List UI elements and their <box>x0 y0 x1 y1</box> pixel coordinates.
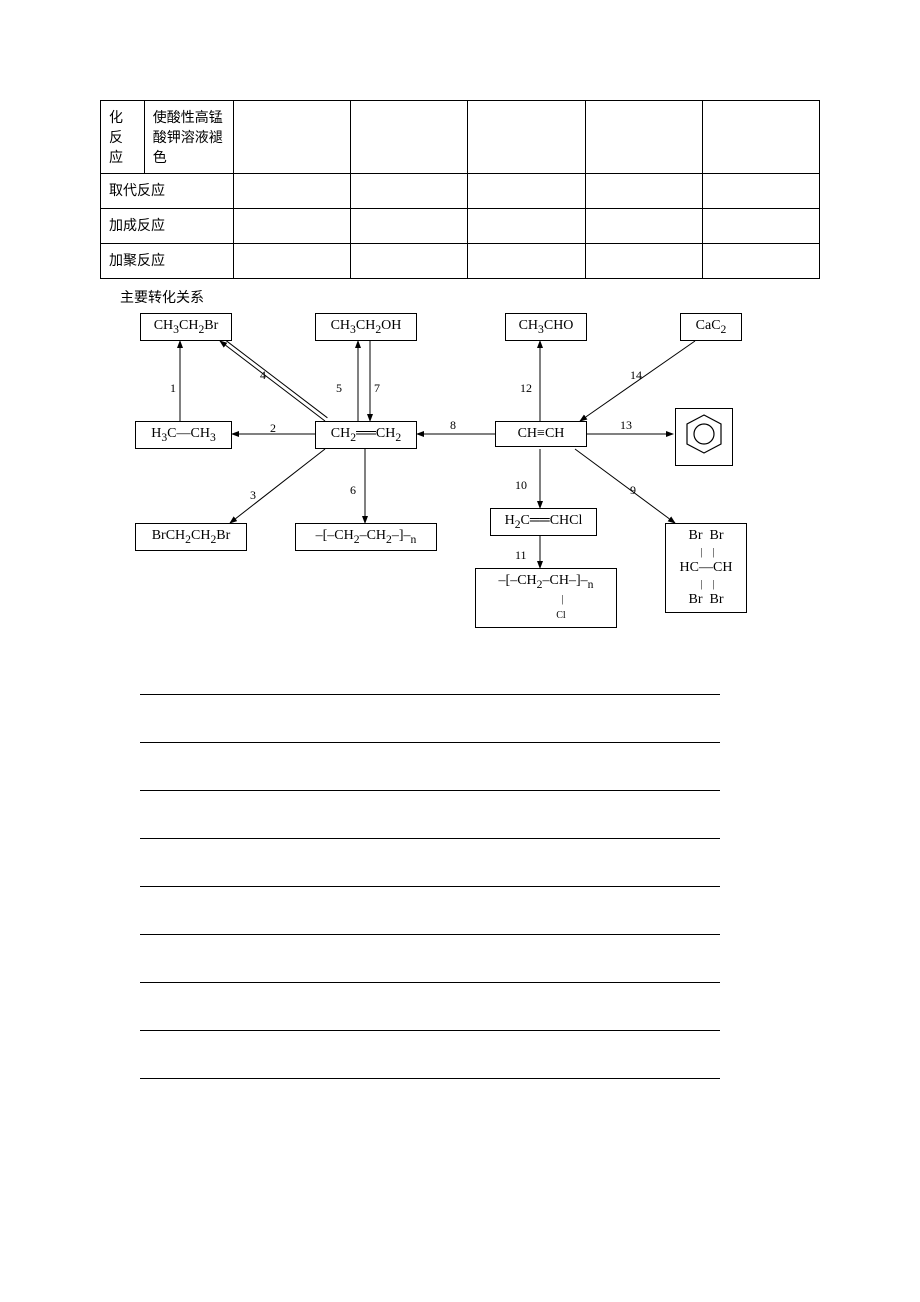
diagram-node-n_ch3ch2oh: CH3CH2OH <box>315 313 417 341</box>
edge-label-8: 8 <box>450 418 456 433</box>
diagram-node-n_ch3ch2br: CH3CH2Br <box>140 313 232 341</box>
edge-label-6: 6 <box>350 483 356 498</box>
edge-label-14: 14 <box>630 368 642 383</box>
table-row: 化反应 使酸性高锰酸钾溶液褪色 <box>101 101 820 174</box>
diagram-node-n_ethyne: CH≡CH <box>495 421 587 447</box>
cell <box>234 101 351 174</box>
diagram-node-n_brch2ch2br: BrCH2CH2Br <box>135 523 247 551</box>
cell: 使酸性高锰酸钾溶液褪色 <box>144 101 233 174</box>
cell <box>351 174 468 209</box>
blank-line <box>140 1029 720 1031</box>
diagram-node-n_poly_ethene: –[–CH2–CH2–]–n <box>295 523 437 551</box>
cell <box>468 174 585 209</box>
cell <box>702 174 819 209</box>
blank-line <box>140 741 720 743</box>
reaction-table: 化反应 使酸性高锰酸钾溶液褪色 取代反应 加成反应 加聚反应 <box>100 100 820 279</box>
edge-label-9: 9 <box>630 483 636 498</box>
edge-label-13: 13 <box>620 418 632 433</box>
cell <box>585 244 702 279</box>
diagram-node-n_ethane: H3C—CH3 <box>135 421 232 449</box>
cell <box>234 209 351 244</box>
cell <box>702 244 819 279</box>
cell <box>234 174 351 209</box>
blank-line <box>140 1077 720 1079</box>
diagram-node-n_benzene <box>675 408 733 466</box>
table-row: 加聚反应 <box>101 244 820 279</box>
diagram-node-n_poly_vinylcl: –[–CH2–CH–]–n | Cl <box>475 568 617 628</box>
blank-line <box>140 837 720 839</box>
cell <box>585 101 702 174</box>
cell: 取代反应 <box>101 174 234 209</box>
cell <box>351 101 468 174</box>
table-row: 取代反应 <box>101 174 820 209</box>
edge-label-10: 10 <box>515 478 527 493</box>
diagram-node-n_ethene: CH2══CH2 <box>315 421 417 449</box>
cell: 加聚反应 <box>101 244 234 279</box>
edge-label-12: 12 <box>520 381 532 396</box>
cell: 加成反应 <box>101 209 234 244</box>
edge-label-7: 7 <box>374 381 380 396</box>
blank-line <box>140 693 720 695</box>
cell <box>351 244 468 279</box>
edge-label-5: 5 <box>336 381 342 396</box>
diagram-node-n_vinylcl: H2C══CHCl <box>490 508 597 536</box>
edge-label-11: 11 <box>515 548 527 563</box>
cell <box>234 244 351 279</box>
cell <box>468 101 585 174</box>
cell <box>351 209 468 244</box>
edge-label-1: 1 <box>170 381 176 396</box>
diagram-node-n_ch3cho: CH3CHO <box>505 313 587 341</box>
blank-line <box>140 885 720 887</box>
blank-line <box>140 789 720 791</box>
section-title: 主要转化关系 <box>120 287 820 307</box>
cell <box>702 209 819 244</box>
cell <box>585 174 702 209</box>
edge-label-3: 3 <box>250 488 256 503</box>
cell <box>702 101 819 174</box>
cell <box>468 209 585 244</box>
edge-label-2: 2 <box>270 421 276 436</box>
diagram-node-n_tetrabr: Br Br | |HC—CH | |Br Br <box>665 523 747 613</box>
cell <box>468 244 585 279</box>
blank-answer-lines <box>140 693 820 1079</box>
blank-line <box>140 933 720 935</box>
table-row: 加成反应 <box>101 209 820 244</box>
cell <box>585 209 702 244</box>
conversion-diagram: CH3CH2Br CH3CH2OH CH3CHO CaC2 H3C—CH3 CH2══CH… <box>120 313 820 633</box>
cell: 化反应 <box>101 101 145 174</box>
blank-line <box>140 981 720 983</box>
edge-label-4: 4 <box>260 368 266 383</box>
diagram-node-n_cac2: CaC2 <box>680 313 742 341</box>
